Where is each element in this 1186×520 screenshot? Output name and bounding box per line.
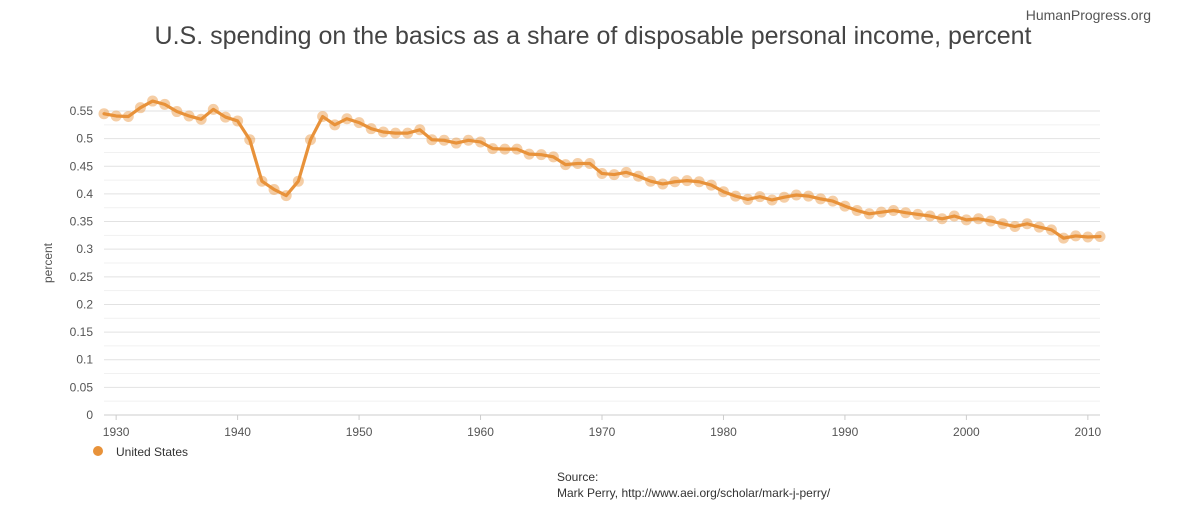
source-text[interactable]: Mark Perry, http://www.aei.org/scholar/m… [557,486,831,500]
y-tick-label: 0.35 [70,215,94,229]
x-tick-label: 2000 [953,425,980,439]
source-note: Source: Mark Perry, http://www.aei.org/s… [557,469,830,501]
legend-label-united-states[interactable]: United States [116,445,188,459]
x-tick-label: 1930 [103,425,130,439]
y-tick-label: 0.05 [70,380,94,394]
x-axis-ticks: 1930 1940 1950 1960 1970 1980 1990 2000 2010 [103,415,1102,439]
series-line [102,99,1102,240]
series-united-states [98,95,1106,244]
x-tick-label: 1960 [467,425,494,439]
source-label: Source: [557,470,599,484]
y-tick-label: 0.15 [70,325,94,339]
y-tick-label: 0.4 [76,187,93,201]
x-tick-label: 1950 [346,425,373,439]
chart-title: U.S. spending on the basics as a share o… [154,22,1032,50]
y-tick-label: 0.3 [76,242,93,256]
legend[interactable]: United States [93,445,188,459]
brand-logo-text[interactable]: HumanProgress.org [1025,7,1151,23]
x-tick-label: 1970 [589,425,616,439]
x-tick-label: 1940 [224,425,251,439]
x-tick-label: 1980 [710,425,737,439]
legend-marker-united-states[interactable] [93,446,103,456]
y-tick-label: 0.1 [76,353,93,367]
y-axis-ticks: 0 0.05 0.1 0.15 0.2 0.25 0.3 0.35 0.4 0.45 0.5 0.55 [70,104,94,422]
x-tick-label: 2010 [1075,425,1102,439]
y-tick-label: 0.25 [70,270,94,284]
grid-lines [104,110,1100,402]
x-tick-label: 1990 [832,425,859,439]
y-tick-label: 0.2 [76,297,93,311]
y-tick-label: 0 [86,408,93,422]
y-axis-label: percent [41,242,55,283]
y-tick-label: 0.5 [76,132,93,146]
y-tick-label: 0.55 [70,104,94,118]
y-tick-label: 0.45 [70,159,94,173]
